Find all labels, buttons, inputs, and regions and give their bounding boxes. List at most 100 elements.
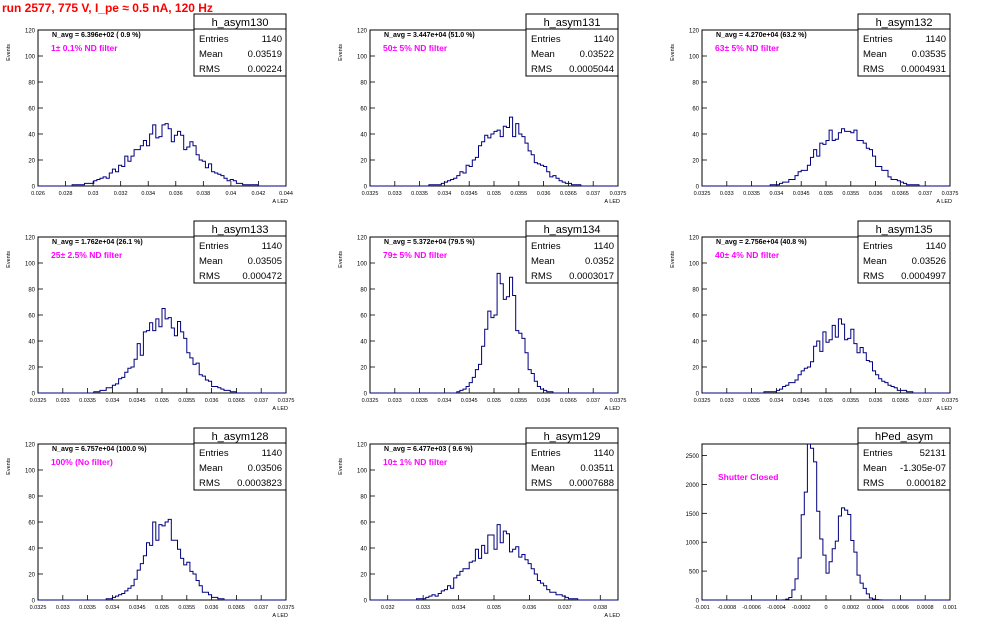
x-tick-label: 0.033 — [416, 605, 430, 611]
y-tick-label: 1000 — [686, 541, 700, 547]
filter-annotation: 100% (No filter) — [51, 457, 113, 467]
stats-label: Entries — [863, 241, 893, 252]
stats-value: -1.305e-07 — [900, 463, 946, 474]
y-tick-label: 1500 — [686, 512, 700, 518]
x-tick-label: 0.033 — [388, 191, 402, 197]
x-tick-label: 0.0365 — [892, 398, 909, 404]
histogram-panel-h_asym135: 0 20 40 60 80 100 120 0.0325 0.033 0.0335 0.034 0.0… — [670, 220, 958, 412]
x-tick-label: 0.035 — [819, 398, 833, 404]
y-tick-label: 40 — [28, 547, 35, 553]
y-tick-label: 100 — [25, 55, 36, 61]
stats-box — [525, 220, 619, 284]
stats-value: 0.0003823 — [237, 478, 282, 489]
x-tick-label: 0.0345 — [129, 605, 146, 611]
y-tick-label: 60 — [28, 314, 35, 320]
y-tick-label: 120 — [357, 236, 368, 242]
x-tick-label: 0.037 — [918, 191, 932, 197]
stats-label: Mean — [199, 49, 223, 60]
histogram-panel-h_asym131: 0 20 40 60 80 100 120 0.0325 0.033 0.0335 0.034 0.0… — [338, 13, 626, 205]
stats-label: RMS — [863, 271, 884, 282]
y-tick-label: 40 — [692, 340, 699, 346]
x-tick-label: 0.0325 — [362, 398, 379, 404]
y-tick-label: 20 — [360, 366, 367, 372]
histogram-name: hPed_asym — [875, 431, 933, 443]
histogram-name: h_asym132 — [876, 17, 933, 29]
x-tick-label: -0.0004 — [767, 605, 786, 611]
x-tick-label: 0.042 — [252, 191, 266, 197]
y-tick-label: 100 — [357, 262, 368, 268]
y-tick-label: 40 — [360, 547, 367, 553]
y-tick-label: 60 — [28, 107, 35, 113]
x-tick-label: 0.036 — [869, 191, 883, 197]
stats-label: RMS — [199, 64, 220, 75]
x-tick-label: 0.036 — [205, 605, 219, 611]
x-tick-label: 0.0335 — [79, 605, 96, 611]
x-tick-label: 0.0355 — [178, 605, 195, 611]
y-tick-label: 80 — [28, 288, 35, 294]
x-tick-label: 0.0325 — [30, 605, 47, 611]
n-avg-label: N_avg = 3.447e+04 (51.0 %) — [384, 32, 475, 39]
n-avg-label: N_avg = 4.270e+04 (63.2 %) — [716, 32, 807, 39]
filter-annotation: 1± 0.1% ND filter — [51, 43, 118, 53]
filter-annotation: 50± 5% ND filter — [383, 43, 448, 53]
y-tick-label: 40 — [360, 133, 367, 139]
stats-label: RMS — [531, 478, 552, 489]
x-tick-label: 0.034 — [106, 398, 120, 404]
x-axis-title: A LED — [604, 613, 620, 619]
x-tick-label: 0.0375 — [610, 398, 627, 404]
stats-box — [857, 13, 951, 77]
y-tick-label: 2000 — [686, 483, 700, 489]
x-tick-label: 0.033 — [56, 398, 70, 404]
y-tick-label: 20 — [28, 573, 35, 579]
x-tick-label: 0.0345 — [129, 398, 146, 404]
stats-value: 0.03526 — [912, 256, 946, 267]
y-tick-label: 40 — [28, 340, 35, 346]
filter-annotation: 25± 2.5% ND filter — [51, 250, 123, 260]
stats-value: 0.0004997 — [901, 271, 946, 282]
stats-label: Entries — [863, 34, 893, 45]
stats-value: 0.0003017 — [569, 271, 614, 282]
y-tick-label: 60 — [360, 521, 367, 527]
histogram-panel-hPed_asym: 0 500 1000 1500 2000 2500 -0.001 -0.0008 -0.0006… — [686, 427, 957, 611]
x-tick-label: 0.0355 — [842, 191, 859, 197]
stats-value: 0.000472 — [242, 271, 282, 282]
y-tick-label: 100 — [25, 469, 36, 475]
x-tick-label: 0.034 — [770, 191, 784, 197]
stats-value: 1140 — [594, 34, 614, 45]
y-tick-label: 60 — [692, 314, 699, 320]
y-tick-label: 100 — [25, 262, 36, 268]
histogram-series — [38, 518, 286, 601]
stats-label: Entries — [199, 241, 229, 252]
stats-value: 1140 — [262, 34, 282, 45]
x-tick-label: 0.035 — [819, 191, 833, 197]
x-tick-label: 0 — [824, 605, 827, 611]
stats-value: 0.000182 — [906, 478, 946, 489]
x-tick-label: -0.0002 — [792, 605, 811, 611]
x-tick-label: 0.0365 — [892, 191, 909, 197]
x-tick-label: 0.036 — [537, 398, 551, 404]
histogram-name: h_asym135 — [876, 224, 933, 236]
y-tick-label: 80 — [360, 81, 367, 87]
x-tick-label: 0.034 — [452, 605, 466, 611]
histogram-series — [370, 116, 618, 187]
x-tick-label: 0.038 — [593, 605, 607, 611]
histogram-series — [702, 443, 950, 601]
x-tick-label: 0.0335 — [743, 191, 760, 197]
x-tick-label: 0.036 — [169, 191, 183, 197]
x-tick-label: 0.028 — [59, 191, 73, 197]
stats-value: 0.03511 — [580, 463, 614, 474]
stats-value: 0.03505 — [248, 256, 282, 267]
stats-label: Entries — [863, 448, 893, 459]
y-tick-label: 120 — [25, 236, 36, 242]
y-tick-label: 500 — [689, 570, 700, 576]
filter-annotation: 79± 5% ND filter — [383, 250, 448, 260]
x-tick-label: 0.0006 — [892, 605, 909, 611]
histogram-series — [370, 524, 618, 601]
stats-label: Mean — [531, 256, 555, 267]
y-tick-label: 100 — [357, 55, 368, 61]
n-avg-label: N_avg = 6.477e+03 ( 9.6 %) — [384, 446, 473, 453]
stats-label: RMS — [863, 478, 884, 489]
x-tick-label: 0.0335 — [411, 398, 428, 404]
x-axis-title: A LED — [936, 199, 952, 205]
histogram-name: h_asym130 — [212, 17, 269, 29]
